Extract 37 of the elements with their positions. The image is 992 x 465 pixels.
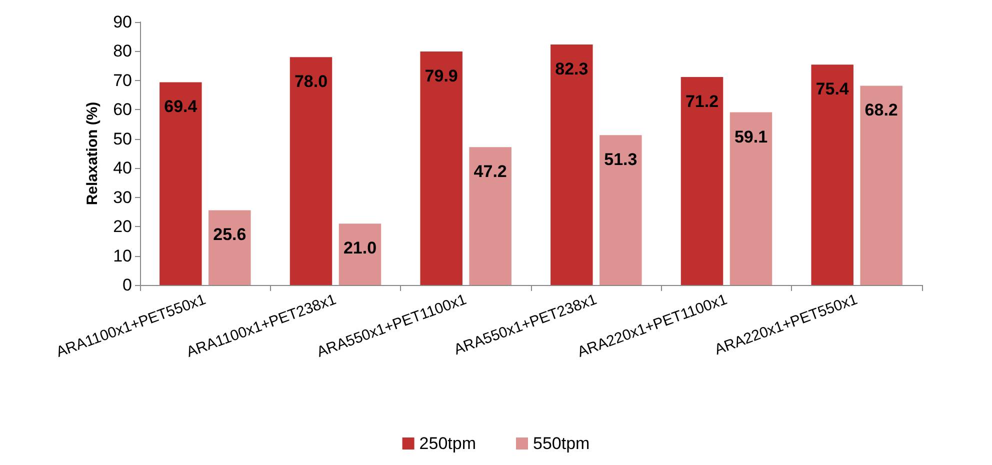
bar <box>811 64 854 285</box>
data-label: 68.2 <box>864 100 898 120</box>
data-label: 21.0 <box>343 238 377 258</box>
y-tick-label: 20 <box>113 217 132 236</box>
data-label: 47.2 <box>474 162 507 182</box>
y-tick-label: 40 <box>113 158 132 178</box>
y-tick-label: 0 <box>122 276 132 294</box>
bar <box>680 76 724 285</box>
bar <box>208 210 251 285</box>
bar <box>338 224 382 285</box>
y-tick-label: 70 <box>113 70 132 90</box>
bar <box>469 147 512 285</box>
y-tick-label: 10 <box>113 246 132 266</box>
y-tick-label: 50 <box>113 129 132 148</box>
y-tick-label: 80 <box>113 42 132 61</box>
bar <box>290 57 332 285</box>
data-label: 75.4 <box>816 80 850 99</box>
data-label: 25.6 <box>213 225 246 244</box>
data-label: 71.2 <box>685 92 719 111</box>
y-axis-title: Relaxation (%) <box>84 102 101 206</box>
legend-label: 250tpm <box>419 434 476 453</box>
data-label: 69.4 <box>164 97 198 116</box>
data-label: 82.3 <box>555 60 588 78</box>
data-label: 78.0 <box>294 72 328 92</box>
bar <box>160 82 202 285</box>
data-label: 79.9 <box>424 66 458 86</box>
y-tick-label: 90 <box>113 12 132 32</box>
bar <box>550 44 593 285</box>
bar <box>420 52 462 285</box>
y-tick-label: 30 <box>113 188 132 207</box>
legend-label: 550tpm <box>533 434 590 453</box>
bar <box>860 86 902 285</box>
bar <box>600 135 642 285</box>
y-tick-label: 60 <box>113 100 132 120</box>
bar <box>730 112 772 285</box>
data-label: 59.1 <box>734 127 768 146</box>
data-label: 51.3 <box>604 150 638 170</box>
